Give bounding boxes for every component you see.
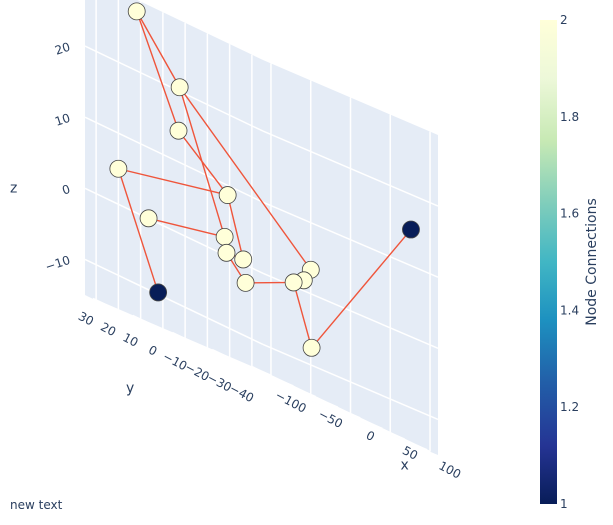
node-marker[interactable] (402, 220, 420, 239)
colorbar-tick-label: 1.4 (560, 303, 579, 317)
colorbar-tick-label: 1.8 (560, 110, 579, 124)
y-tick-label: 10 (120, 330, 140, 350)
x-tick-label: 50 (400, 443, 420, 463)
colorbar-gradient (540, 20, 557, 504)
node-marker[interactable] (236, 273, 255, 292)
scene-pane (85, 0, 263, 380)
node-marker[interactable] (234, 250, 253, 269)
x-axis-title: x (401, 458, 409, 474)
gridline-z (84, 187, 264, 275)
gridline-y (229, 363, 405, 440)
node-marker[interactable] (169, 121, 188, 140)
gridline-z (84, 116, 264, 203)
node-marker[interactable] (302, 338, 321, 357)
node-marker[interactable] (127, 2, 146, 21)
y-axis-title: y (126, 381, 134, 397)
gridline-z (262, 130, 439, 207)
z-tick-label: 0 (60, 182, 72, 198)
colorbar-tick-label: 2 (560, 13, 568, 27)
edge-line (117, 168, 159, 293)
axis-titles: x y z (10, 180, 409, 473)
node-marker[interactable] (139, 209, 158, 228)
edge-line (136, 11, 180, 131)
edge-line (311, 229, 412, 349)
z-tick-label: 20 (53, 40, 72, 58)
node-markers (109, 2, 420, 357)
edge-line (177, 130, 229, 196)
z-tick-label: −10 (44, 253, 72, 274)
colorbar-tick-label: 1.2 (560, 400, 579, 414)
gridline-z (262, 201, 439, 278)
edge-line (118, 168, 228, 196)
gridline-y (251, 373, 428, 451)
y-tick-label: 0 (146, 343, 159, 359)
gridline-y (118, 310, 294, 387)
gridline-y (140, 320, 316, 398)
x-tick-label: 100 (437, 459, 464, 482)
colorbar-ticks: 1 1.2 1.4 1.6 1.8 2 (560, 13, 579, 511)
colorbar-tick-label: 1 (560, 497, 568, 511)
gridline-y (184, 342, 361, 419)
node-marker[interactable] (149, 283, 168, 302)
node-marker[interactable] (170, 78, 189, 97)
node-marker[interactable] (109, 159, 128, 178)
annotation-text: new text (10, 498, 63, 512)
z-axis-title: z (10, 180, 17, 196)
x-tick-label: 0 (364, 428, 377, 444)
colorbar-tick-label: 1.6 (560, 207, 579, 221)
node-marker[interactable] (218, 186, 237, 204)
node-marker[interactable] (284, 273, 303, 292)
z-tick-label: 10 (53, 111, 72, 129)
gridline-z (84, 258, 264, 346)
edge-line (226, 194, 244, 260)
node-marker[interactable] (215, 227, 234, 246)
node-marker[interactable] (217, 243, 236, 262)
gridline-y (162, 331, 339, 408)
gridline-y (95, 299, 272, 377)
colorbar: 1 1.2 1.4 1.6 1.8 2 Node Connections (540, 13, 600, 511)
edge-line (179, 86, 312, 271)
gridline-y (207, 352, 383, 430)
edge-line (292, 282, 313, 348)
edge-line (136, 11, 181, 88)
y-tick-label: 20 (98, 320, 118, 340)
gridline-z (262, 343, 439, 421)
edge-line (148, 217, 225, 238)
y-tick-label: 30 (76, 309, 96, 329)
colorbar-title: Node Connections (584, 198, 600, 326)
